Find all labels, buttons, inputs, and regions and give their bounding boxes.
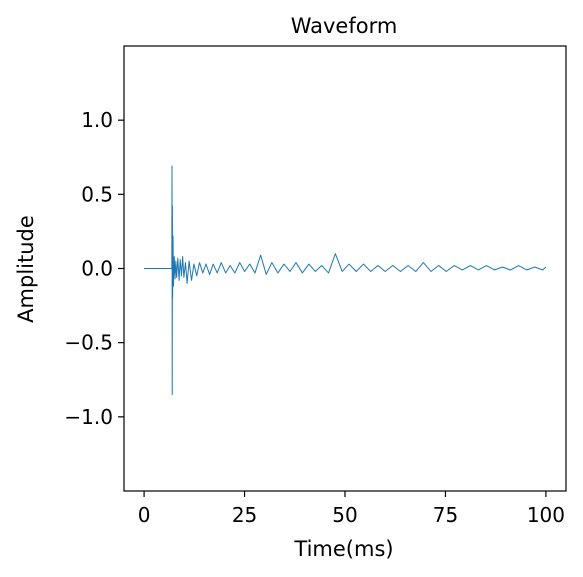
x-tick-label: 50 — [332, 503, 357, 527]
x-tick-label: 100 — [527, 503, 565, 527]
y-axis-ticks: 1.0 0.5 0.0 −0.5 −1.0 — [64, 108, 124, 429]
plot-area — [123, 45, 567, 492]
y-axis-label: Amplitude — [14, 215, 38, 323]
y-tick-label: 1.0 — [81, 108, 113, 132]
chart-title: Waveform — [291, 14, 398, 38]
x-tick-label: 75 — [433, 503, 458, 527]
y-tick-label: 0.5 — [81, 182, 113, 206]
x-tick-label: 25 — [232, 503, 257, 527]
y-tick-label: −0.5 — [64, 331, 113, 355]
y-tick-label: 0.0 — [81, 257, 113, 281]
data-layer — [144, 165, 547, 396]
x-axis-ticks: 0 25 50 75 100 — [138, 491, 565, 527]
waveform-line-0 — [144, 165, 547, 396]
x-tick-label: 0 — [138, 503, 151, 527]
y-tick-label: −1.0 — [64, 405, 113, 429]
x-axis-label: Time(ms) — [293, 537, 393, 561]
